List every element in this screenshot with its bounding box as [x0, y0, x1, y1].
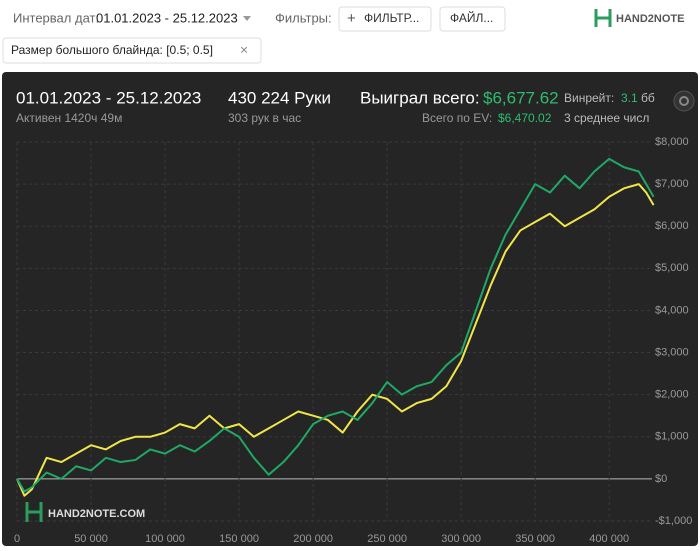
y-tick-label: $6,000: [655, 220, 689, 232]
chart-panel: [2, 72, 698, 546]
panel-date: 01.01.2023 - 25.12.2023: [16, 88, 201, 107]
winrate-value: 3.1: [621, 91, 638, 105]
y-tick-label: $7,000: [655, 178, 689, 190]
settings-icon: [679, 96, 689, 106]
x-tick-label: 100 000: [145, 533, 185, 545]
y-tick-label: $0: [655, 473, 667, 485]
hands-per-hour: 303 рук в час: [228, 111, 301, 125]
won-value: $6,677.62: [483, 88, 559, 107]
ev-label: Всего по EV:: [422, 111, 492, 125]
avg-label: 3 среднее числ: [564, 111, 649, 125]
date-label: Интервал дат:: [13, 10, 99, 25]
y-tick-label: $5,000: [655, 262, 689, 274]
series-line: [16, 183, 655, 497]
series-line: [16, 157, 655, 493]
x-tick-label: 300 000: [441, 533, 481, 545]
plus-icon: +: [347, 10, 356, 27]
y-tick-label: -$1,000: [655, 515, 692, 527]
y-tick-label: $2,000: [655, 389, 689, 401]
x-tick-label: 250 000: [367, 533, 407, 545]
logo-icon: [594, 9, 612, 27]
dropdown-arrow[interactable]: [243, 16, 251, 21]
ev-value: $6,470.02: [498, 111, 552, 125]
x-tick-label: 50 000: [74, 533, 108, 545]
watermark-icon: [25, 502, 43, 522]
winrate-unit: бб: [641, 91, 655, 105]
chip-label: Размер большого блайнда: [0.5; 0.5]: [11, 43, 213, 57]
hands: 430 224 Руки: [228, 88, 331, 107]
active-time: Активен 1420ч 49м: [16, 111, 122, 125]
file-button-label: ФАЙЛ...: [450, 10, 493, 25]
logo: HAND2NOTE: [616, 13, 684, 25]
watermark: HAND2NOTE.COM: [48, 508, 145, 520]
x-tick-label: 400 000: [589, 533, 629, 545]
y-tick-label: $1,000: [655, 431, 689, 443]
x-tick-label: 350 000: [515, 533, 555, 545]
filter-button[interactable]: [338, 6, 432, 32]
file-button[interactable]: [439, 6, 506, 32]
x-tick-label: 150 000: [219, 533, 259, 545]
date-range[interactable]: 01.01.2023 - 25.12.2023: [96, 10, 238, 25]
filters-label: Фильтры:: [275, 10, 332, 25]
x-tick-label: 200 000: [293, 533, 333, 545]
x-tick-label: 0: [14, 533, 20, 545]
y-tick-label: $8,000: [655, 136, 689, 148]
won-label: Выиграл всего:: [360, 88, 480, 107]
y-tick-label: $3,000: [655, 346, 689, 358]
filter-button-label: ФИЛЬТР...: [364, 11, 419, 25]
y-tick-label: $4,000: [655, 304, 689, 316]
chip-close[interactable]: ×: [240, 42, 248, 58]
filter-chip[interactable]: [2, 37, 262, 64]
winrate-label: Винрейт:: [564, 91, 614, 105]
settings-button[interactable]: [673, 90, 695, 112]
